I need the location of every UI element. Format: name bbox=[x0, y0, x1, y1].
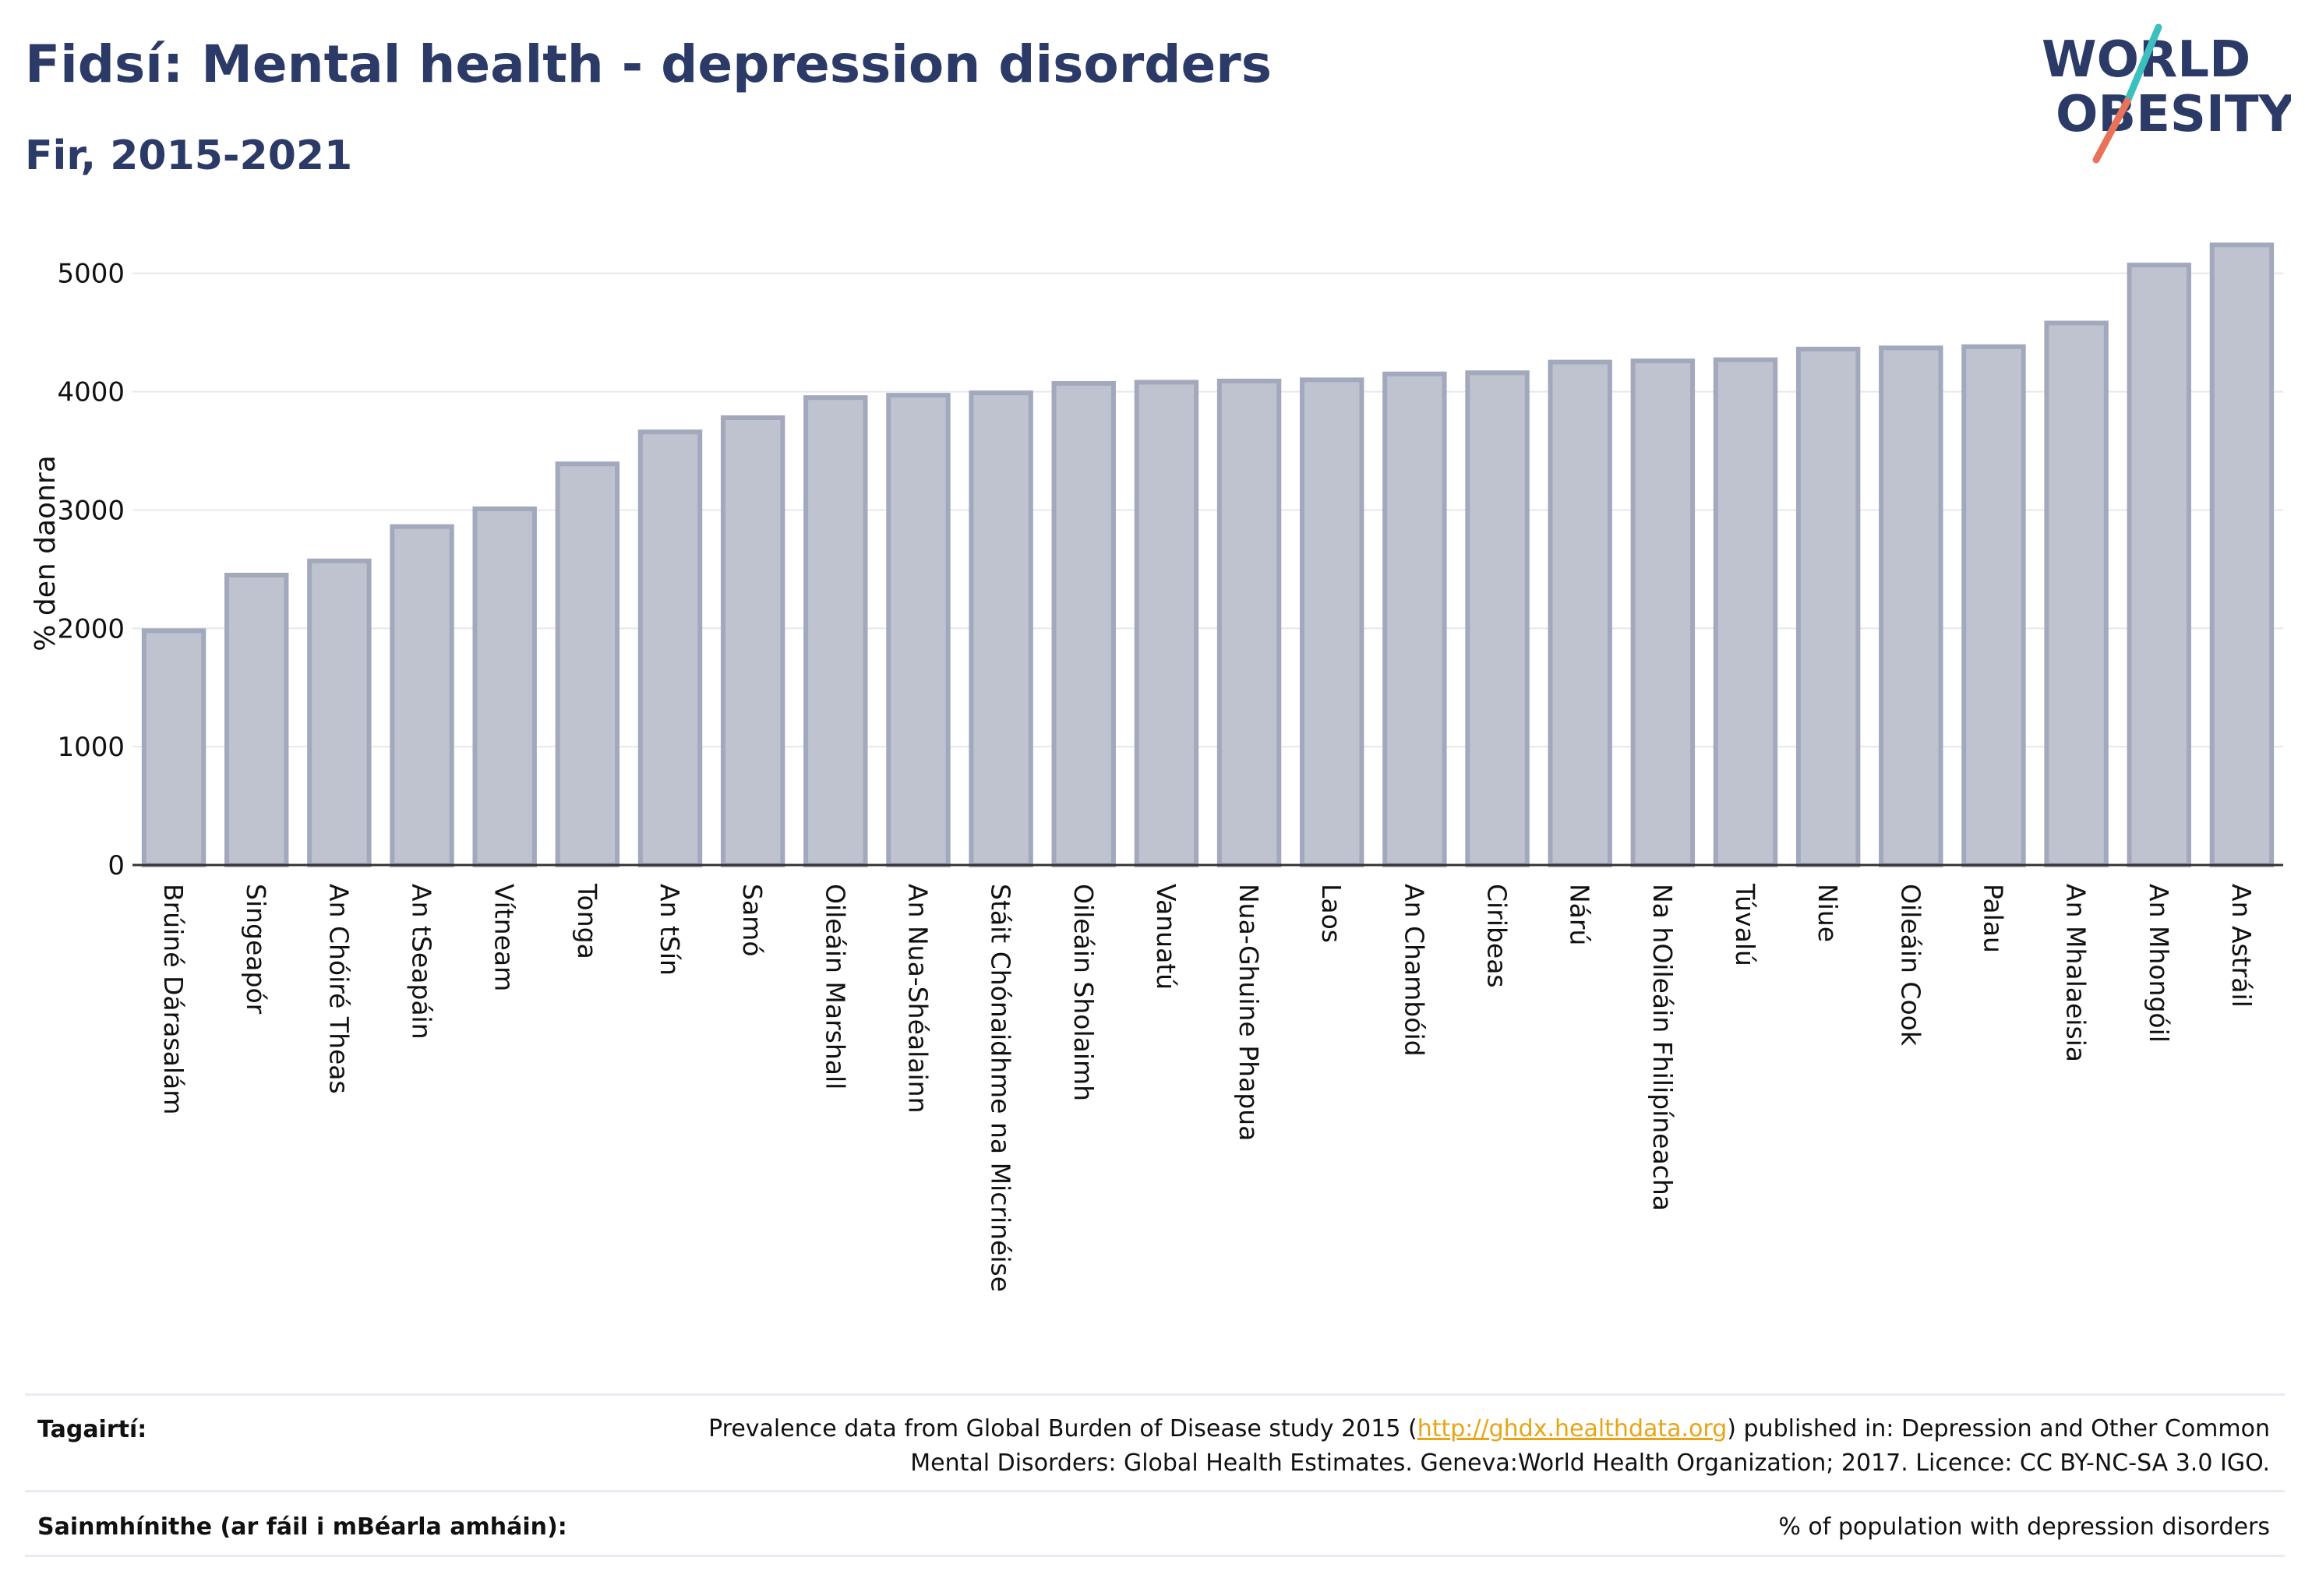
chart-title: Fidsí: Mental health - depression disord… bbox=[25, 34, 1273, 94]
y-tick-label: 4000 bbox=[57, 377, 125, 408]
y-tick-label: 5000 bbox=[57, 259, 125, 290]
x-tick-label: Vítneam bbox=[489, 884, 520, 991]
bar bbox=[307, 558, 372, 867]
bar bbox=[637, 429, 703, 867]
bar bbox=[1713, 357, 1778, 867]
x-tick-label: Singeapór bbox=[241, 884, 271, 1015]
bar bbox=[2209, 242, 2275, 867]
bar bbox=[1630, 358, 1696, 868]
x-tick-label: An tSeapáin bbox=[407, 884, 437, 1040]
x-tick-label: Oileáin Sholaimh bbox=[1068, 884, 1099, 1101]
x-tick-label: An Chambóid bbox=[1399, 884, 1429, 1057]
x-tick-label: Vanuatú bbox=[1151, 884, 1181, 990]
bar bbox=[1795, 346, 1861, 868]
bar bbox=[969, 390, 1033, 868]
logo-slash-bottom bbox=[2092, 97, 2131, 164]
y-tick-label: 0 bbox=[108, 850, 125, 881]
bar bbox=[1134, 380, 1199, 867]
definitions-label: Sainmhínithe (ar fáil i mBéarla amháin): bbox=[37, 1513, 567, 1541]
bar bbox=[1879, 345, 1943, 867]
references-text: Prevalence data from Global Burden of Di… bbox=[708, 1412, 2270, 1481]
bar bbox=[720, 415, 785, 867]
logo-text-obesity: OBESITY bbox=[2056, 86, 2291, 143]
x-tick-label: Laos bbox=[1316, 884, 1347, 943]
bar bbox=[2044, 320, 2109, 868]
bars bbox=[141, 242, 2275, 868]
bar bbox=[1051, 380, 1116, 867]
footer-divider-bottom bbox=[25, 1555, 2285, 1557]
references-text-line2: Mental Disorders: Global Health Estimate… bbox=[910, 1449, 2270, 1477]
bar bbox=[886, 393, 951, 868]
bar bbox=[1548, 359, 1612, 867]
x-tick-label: Túvalú bbox=[1730, 883, 1760, 966]
bar bbox=[224, 572, 289, 867]
logo-slash-top bbox=[2123, 23, 2162, 105]
bar bbox=[1216, 378, 1282, 868]
y-tick-label: 1000 bbox=[57, 732, 125, 763]
grid-lines bbox=[132, 272, 2283, 748]
x-tick-label: Samó bbox=[737, 884, 768, 957]
bar bbox=[141, 628, 206, 867]
bar bbox=[1465, 370, 1530, 867]
x-tick-label: Nárú bbox=[1565, 884, 1595, 945]
references-text-after: ) published in: Depression and Other Com… bbox=[1727, 1415, 2270, 1442]
y-tick-label: 2000 bbox=[57, 613, 125, 644]
x-tick-label: An tSín bbox=[655, 884, 685, 976]
x-tick-label: An Nua-Shéalainn bbox=[902, 884, 933, 1114]
x-tick-label: Nua-Ghuine Phapua bbox=[1234, 884, 1264, 1141]
footer-divider-middle bbox=[25, 1490, 2285, 1492]
x-tick-label: Palau bbox=[1978, 884, 2008, 953]
x-tick-label: Niue bbox=[1813, 884, 1843, 942]
x-tick-label: An Mhalaeisia bbox=[2061, 884, 2091, 1062]
x-tick-labels: Brúiné Dárasalám Singeapór An Chóiré Theas… bbox=[158, 883, 2257, 1292]
x-tick-label: An Chóiré Theas bbox=[323, 884, 354, 1094]
bar bbox=[1961, 344, 2026, 867]
bar bbox=[555, 461, 620, 867]
bar bbox=[2127, 263, 2191, 868]
bar bbox=[472, 506, 537, 867]
chart-subtitle: Fir, 2015-2021 bbox=[25, 132, 353, 179]
world-obesity-logo: WORLD OBESITY bbox=[2042, 23, 2291, 164]
x-tick-label: Tonga bbox=[572, 883, 602, 959]
y-axis-label: % den daonra bbox=[30, 455, 62, 651]
footer-divider-top bbox=[25, 1393, 2285, 1396]
x-tick-label: Na hOileáin Fhilipíneacha bbox=[1647, 884, 1678, 1211]
bar-chart: 0 1000 2000 3000 4000 5000 Brúiné Dárasalám Si… bbox=[30, 242, 2283, 1292]
x-tick-label: Oileáin Cook bbox=[1895, 884, 1926, 1047]
bar bbox=[1300, 377, 1364, 867]
y-tick-labels: 0 1000 2000 3000 4000 5000 bbox=[57, 259, 125, 881]
x-tick-label: An Mhongóil bbox=[2144, 884, 2174, 1043]
references-label: Tagairtí: bbox=[37, 1416, 147, 1443]
bar bbox=[1382, 371, 1447, 867]
x-tick-label: Oileáin Marshall bbox=[820, 884, 850, 1089]
references-link[interactable]: http://ghdx.healthdata.org bbox=[1417, 1415, 1728, 1442]
bar bbox=[803, 395, 868, 867]
definitions-text: % of population with depression disorder… bbox=[1778, 1513, 2270, 1541]
references-text-before: Prevalence data from Global Burden of Di… bbox=[708, 1415, 1417, 1442]
x-tick-label: Ciribeas bbox=[1482, 884, 1513, 988]
bar bbox=[390, 524, 454, 867]
x-tick-label: Brúiné Dárasalám bbox=[158, 884, 189, 1114]
x-tick-label: An Astráil bbox=[2226, 884, 2257, 1008]
y-tick-label: 3000 bbox=[57, 495, 125, 526]
x-tick-label: Stáit Chónaidhme na Micrinéise bbox=[986, 884, 1016, 1292]
